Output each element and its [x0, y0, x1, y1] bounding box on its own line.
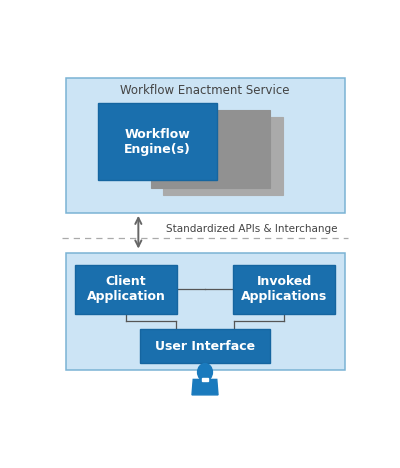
- Text: Workflow Enactment Service: Workflow Enactment Service: [120, 84, 290, 97]
- FancyBboxPatch shape: [140, 329, 270, 363]
- Text: Client
Application: Client Application: [86, 276, 165, 303]
- Text: Workflow
Engine(s): Workflow Engine(s): [124, 128, 191, 156]
- Circle shape: [198, 364, 212, 381]
- FancyBboxPatch shape: [75, 265, 177, 314]
- FancyBboxPatch shape: [163, 117, 282, 195]
- Bar: [202, 378, 208, 381]
- FancyBboxPatch shape: [98, 103, 218, 181]
- FancyBboxPatch shape: [66, 78, 344, 213]
- FancyBboxPatch shape: [233, 265, 335, 314]
- FancyBboxPatch shape: [66, 253, 344, 370]
- FancyBboxPatch shape: [151, 110, 270, 188]
- Text: User Interface: User Interface: [155, 340, 255, 352]
- Text: Standardized APIs & Interchange: Standardized APIs & Interchange: [166, 225, 338, 234]
- Text: Invoked
Applications: Invoked Applications: [241, 276, 327, 303]
- Polygon shape: [192, 380, 218, 395]
